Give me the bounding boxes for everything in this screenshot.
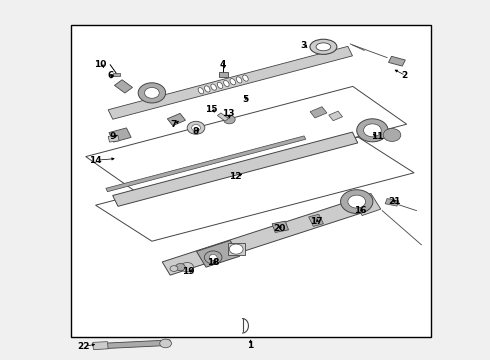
Text: 6: 6 bbox=[107, 71, 113, 80]
Text: 2: 2 bbox=[401, 71, 407, 80]
Polygon shape bbox=[227, 243, 245, 256]
Polygon shape bbox=[196, 240, 240, 267]
Circle shape bbox=[341, 190, 373, 213]
Text: 9: 9 bbox=[109, 132, 116, 141]
Polygon shape bbox=[218, 113, 228, 121]
Ellipse shape bbox=[217, 82, 223, 89]
Polygon shape bbox=[93, 342, 108, 350]
Ellipse shape bbox=[204, 86, 210, 92]
Text: 8: 8 bbox=[193, 127, 199, 136]
Circle shape bbox=[187, 121, 205, 134]
Bar bbox=[71, 25, 431, 337]
Circle shape bbox=[383, 129, 401, 141]
Circle shape bbox=[223, 115, 235, 124]
Text: 7: 7 bbox=[171, 120, 177, 129]
Polygon shape bbox=[109, 128, 131, 142]
Circle shape bbox=[364, 124, 381, 137]
Polygon shape bbox=[385, 199, 399, 206]
Text: 20: 20 bbox=[273, 224, 286, 233]
Text: 17: 17 bbox=[310, 217, 322, 226]
Text: 13: 13 bbox=[221, 109, 234, 118]
Polygon shape bbox=[219, 72, 228, 77]
Text: 5: 5 bbox=[242, 95, 248, 104]
Text: 21: 21 bbox=[388, 197, 401, 206]
Polygon shape bbox=[272, 221, 289, 233]
Ellipse shape bbox=[310, 39, 337, 54]
Polygon shape bbox=[329, 111, 343, 121]
Text: 22: 22 bbox=[77, 342, 90, 351]
Text: 19: 19 bbox=[182, 267, 195, 276]
Ellipse shape bbox=[243, 75, 248, 81]
Ellipse shape bbox=[198, 87, 204, 94]
Polygon shape bbox=[106, 136, 306, 192]
Polygon shape bbox=[310, 107, 327, 118]
Text: 11: 11 bbox=[371, 132, 384, 141]
Text: 12: 12 bbox=[229, 172, 242, 181]
Polygon shape bbox=[94, 340, 171, 349]
Text: 15: 15 bbox=[205, 105, 218, 114]
Text: 10: 10 bbox=[94, 60, 107, 69]
Circle shape bbox=[348, 195, 366, 208]
Circle shape bbox=[209, 255, 217, 260]
Circle shape bbox=[138, 83, 166, 103]
Ellipse shape bbox=[236, 77, 242, 83]
Ellipse shape bbox=[230, 78, 236, 85]
Polygon shape bbox=[352, 193, 381, 216]
Polygon shape bbox=[108, 135, 119, 142]
Circle shape bbox=[192, 125, 200, 131]
Polygon shape bbox=[113, 132, 358, 206]
Circle shape bbox=[145, 87, 159, 98]
Circle shape bbox=[160, 339, 172, 348]
Polygon shape bbox=[115, 80, 132, 93]
Polygon shape bbox=[389, 56, 405, 66]
Polygon shape bbox=[368, 123, 389, 140]
Text: 3: 3 bbox=[301, 41, 307, 50]
Polygon shape bbox=[162, 197, 372, 275]
Polygon shape bbox=[168, 113, 185, 126]
Text: 16: 16 bbox=[354, 206, 367, 215]
Ellipse shape bbox=[211, 84, 217, 90]
Text: 18: 18 bbox=[207, 258, 220, 267]
Circle shape bbox=[170, 266, 178, 271]
Ellipse shape bbox=[223, 80, 229, 87]
Polygon shape bbox=[309, 214, 323, 226]
Circle shape bbox=[175, 264, 185, 271]
Text: 14: 14 bbox=[89, 156, 102, 165]
Circle shape bbox=[229, 244, 243, 254]
Text: 4: 4 bbox=[220, 60, 226, 69]
Circle shape bbox=[357, 119, 388, 142]
Circle shape bbox=[181, 262, 194, 272]
Circle shape bbox=[204, 251, 222, 264]
Text: 1: 1 bbox=[247, 341, 253, 350]
Ellipse shape bbox=[316, 43, 331, 51]
Polygon shape bbox=[113, 73, 121, 76]
Polygon shape bbox=[108, 46, 352, 119]
